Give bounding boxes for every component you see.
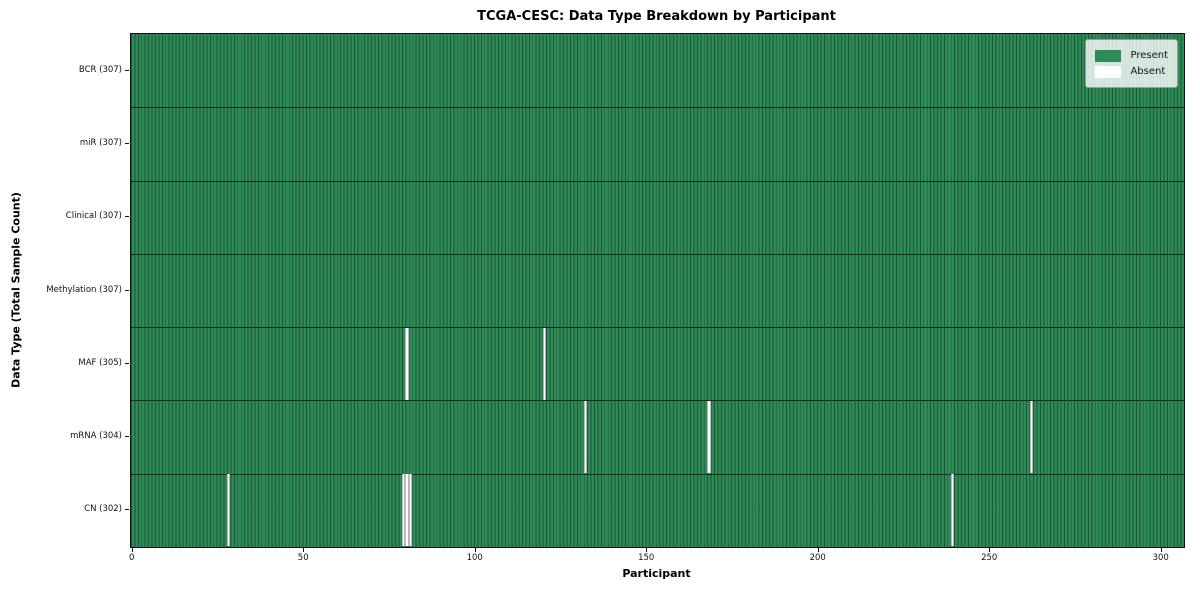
y-tick-label-CN: CN (302) — [84, 504, 122, 515]
absent-cell-CN-239 — [950, 474, 955, 547]
row-divider — [131, 473, 1184, 475]
heatmap-present-background — [131, 34, 1184, 547]
x-tick-label: 0 — [128, 553, 135, 563]
x-tick-label: 200 — [809, 553, 826, 563]
x-axis-title: Participant — [622, 567, 691, 580]
x-tick — [474, 548, 476, 552]
y-tick-label-miR: miR (307) — [79, 137, 122, 148]
y-tick — [125, 362, 129, 364]
x-tick-label: 150 — [638, 553, 655, 563]
absent-cell-mRNA-262 — [1029, 400, 1034, 474]
x-tick — [131, 548, 133, 552]
legend-item-absent: Absent — [1095, 65, 1168, 78]
absent-cell-CN-81 — [408, 474, 413, 547]
x-tick-label: 50 — [297, 553, 309, 563]
y-tick — [125, 436, 129, 438]
legend-swatch-present — [1095, 49, 1122, 62]
y-tick-label-Clinical: Clinical (307) — [65, 211, 122, 222]
y-tick — [125, 289, 129, 291]
absent-cell-CN-80 — [405, 474, 409, 547]
x-tick — [646, 548, 648, 552]
x-tick-label: 100 — [466, 553, 483, 563]
legend-label: Present — [1130, 50, 1168, 61]
absent-cell-MAF-120 — [542, 327, 547, 400]
row-divider — [131, 327, 1184, 329]
x-tick-label: 250 — [981, 553, 998, 563]
y-tick — [125, 69, 129, 71]
legend-item-present: Present — [1095, 49, 1168, 62]
y-tick — [125, 509, 129, 511]
chart-title: TCGA-CESC: Data Type Breakdown by Partic… — [477, 9, 836, 24]
x-tick — [817, 548, 819, 552]
y-tick — [125, 216, 129, 218]
legend-swatch-absent — [1095, 65, 1122, 78]
absent-cell-MAF-80 — [405, 327, 409, 400]
plot-area: Present Absent — [130, 33, 1185, 548]
y-tick — [125, 142, 129, 144]
row-divider — [131, 107, 1184, 109]
absent-cell-CN-28 — [227, 474, 231, 547]
x-tick — [989, 548, 991, 552]
y-tick-label-mRNA: mRNA (304) — [70, 431, 122, 442]
row-divider — [131, 253, 1184, 255]
legend-label: Absent — [1130, 66, 1166, 77]
x-tick — [303, 548, 305, 552]
absent-cell-mRNA-168 — [707, 400, 711, 474]
x-tick-label: 300 — [1152, 553, 1169, 563]
legend: Present Absent — [1085, 39, 1178, 88]
x-tick — [1160, 548, 1162, 552]
absent-cell-mRNA-132 — [583, 400, 588, 474]
y-tick-label-MAF: MAF (305) — [78, 357, 122, 368]
y-tick-label-Methylation: Methylation (307) — [46, 284, 122, 295]
y-tick-label-BCR: BCR (307) — [78, 64, 122, 75]
row-divider — [131, 180, 1184, 182]
absent-cell-CN-79 — [401, 474, 406, 547]
row-divider — [131, 400, 1184, 402]
